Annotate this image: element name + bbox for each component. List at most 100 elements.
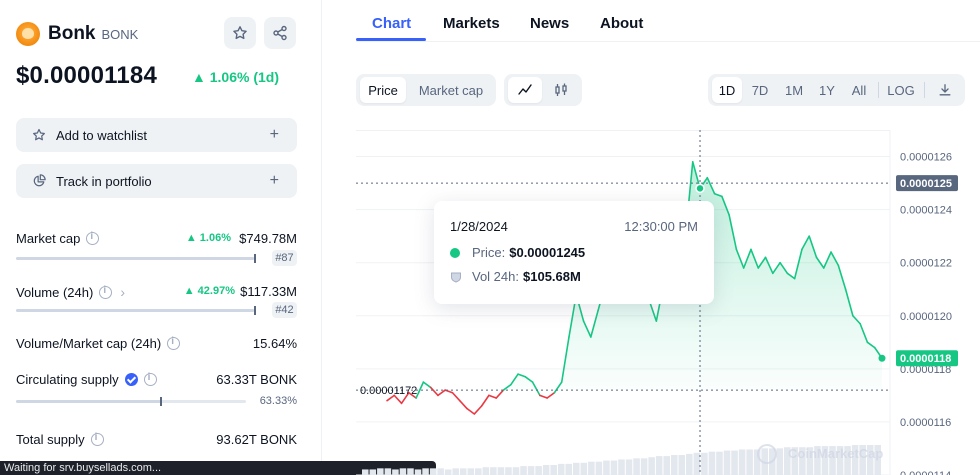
market-cap-rank: #87 (272, 250, 297, 266)
price-line-segment (393, 394, 403, 405)
tab-news[interactable]: News (530, 15, 570, 32)
price-series-dot-icon (450, 247, 460, 258)
y-tick-label: 0.0000126 (900, 152, 952, 164)
info-icon[interactable] (99, 285, 113, 299)
volume-bar (603, 460, 610, 475)
volume-bar (550, 465, 557, 475)
range-divider (924, 82, 925, 98)
pie-chart-icon (33, 174, 46, 187)
volume-bar (844, 446, 851, 475)
volume-bar (746, 449, 753, 475)
toggle-price[interactable]: Price (360, 77, 406, 103)
price-line-segment (808, 235, 818, 259)
price-line-segment (509, 373, 519, 386)
range-7d[interactable]: 7D (751, 82, 769, 98)
stat-label-row: Circulating supply (16, 372, 157, 387)
tooltip-price-row: Price: $0.00001245 (450, 245, 585, 260)
rank-bar-marker (254, 306, 256, 315)
volume-bar (731, 450, 738, 475)
volume-bar (497, 467, 505, 475)
time-range-selector: 1D 7D 1M 1Y All LOG (708, 74, 965, 106)
share-button[interactable] (264, 17, 296, 49)
tab-chart[interactable]: Chart (372, 15, 412, 32)
price-line-segment (844, 288, 854, 317)
rank-bar-marker (254, 254, 256, 263)
coin-summary-panel: Bonk BONK $0.00001184 ▲ 1.06% (1d) Add t… (0, 0, 322, 475)
line-chart-icon (518, 84, 532, 95)
tab-about[interactable]: About (600, 15, 644, 32)
volume-bar (475, 468, 482, 475)
add-to-watchlist-button[interactable]: Add to watchlist + (16, 118, 297, 152)
volume-bar (362, 469, 369, 475)
volume-bar (678, 455, 686, 475)
info-icon[interactable] (143, 372, 157, 386)
info-icon[interactable] (90, 432, 104, 446)
price-line-segment (742, 248, 752, 269)
volume-bar (505, 467, 512, 475)
circulating-supply-bar (16, 397, 246, 406)
volume-label: Volume (24h) (16, 284, 94, 300)
price-line-segment (735, 248, 745, 269)
active-tab-indicator (356, 38, 426, 41)
favorite-button[interactable] (224, 17, 256, 49)
candlestick-button[interactable] (544, 77, 578, 103)
coinmarketcap-watermark: CoinMarketCap (788, 446, 883, 461)
reference-price-label: 0.00001172 (360, 385, 417, 397)
current-price-point (878, 354, 886, 362)
vol-mcap-value: 15.64% (252, 336, 297, 351)
coin-name: Bonk (48, 23, 96, 44)
stat-label-row: Volume (24h) › (16, 284, 125, 300)
volume-bar (799, 447, 806, 475)
price-line-segment (801, 235, 811, 251)
volume-bar (836, 446, 844, 475)
price-line-segment (793, 248, 803, 280)
chevron-right-icon[interactable]: › (120, 284, 125, 300)
info-icon[interactable] (86, 231, 100, 245)
download-icon (939, 84, 951, 96)
rank-bar-fill (16, 257, 254, 260)
track-portfolio-button[interactable]: Track in portfolio + (16, 164, 297, 198)
toggle-market-cap[interactable]: Market cap (418, 82, 484, 98)
range-1d[interactable]: 1D (712, 77, 742, 103)
volume-bar (874, 445, 881, 475)
price-line-segment (830, 251, 840, 267)
price-line-segment (415, 381, 425, 399)
volume-bar (753, 449, 761, 475)
download-button[interactable] (930, 77, 960, 103)
price-line-segment (721, 195, 730, 216)
info-icon[interactable] (167, 336, 181, 350)
circulating-label: Circulating supply (16, 372, 119, 387)
volume-bar (761, 448, 768, 475)
range-1m[interactable]: 1M (784, 82, 804, 98)
volume-bar (407, 468, 414, 475)
volume-bar (437, 468, 444, 475)
coin-header: Bonk BONK (16, 20, 138, 48)
tab-markets[interactable]: Markets (443, 15, 500, 32)
price-line-segment (553, 381, 563, 394)
stat-circulating-supply: Circulating supply 63.33T BONK 63.33% (16, 372, 297, 408)
price-line-segment (386, 394, 396, 402)
plus-icon: + (269, 126, 279, 143)
volume-bar (588, 461, 595, 475)
total-supply-label: Total supply (16, 432, 85, 447)
stat-label-row: Volume/Market cap (24h) (16, 336, 181, 351)
circulating-percent: 63.33% (259, 395, 297, 407)
market-cap-rank-bar (16, 254, 256, 263)
price-line-segment (422, 381, 432, 389)
volume-bar (670, 455, 678, 475)
price-line-segment (750, 248, 760, 269)
range-1y[interactable]: 1Y (819, 82, 835, 98)
log-scale-button[interactable]: LOG (887, 82, 915, 98)
range-all[interactable]: All (851, 82, 867, 98)
portfolio-label: Track in portfolio (56, 173, 152, 189)
volume-bar (806, 447, 814, 475)
volume-value: $117.33M (240, 284, 297, 299)
price-line-segment (852, 314, 861, 325)
volume-rank: #42 (272, 302, 297, 318)
price-line-segment (451, 391, 461, 402)
total-supply-value: 93.62T BONK (216, 432, 297, 447)
line-chart-button[interactable] (508, 77, 542, 103)
price-line-segment (437, 389, 447, 397)
price-line-segment (772, 261, 781, 275)
volume-bar (535, 466, 542, 475)
